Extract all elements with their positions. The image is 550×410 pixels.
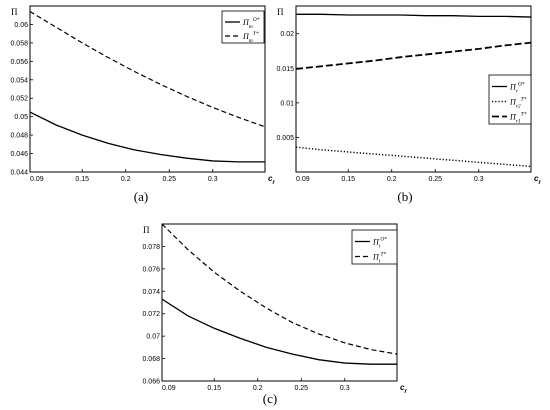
x-tick-label: 0.2 xyxy=(253,385,263,392)
y-tick-label: 0.044 xyxy=(10,170,28,177)
y-axis-label: Π xyxy=(277,7,284,17)
y-tick-label: 0.056 xyxy=(10,59,28,66)
x-tick-label: 0.3 xyxy=(208,176,218,183)
legend: ΠrO*Πr2T*Πr1T* xyxy=(488,74,532,125)
legend-box xyxy=(351,229,398,265)
x-tick-label: 0.15 xyxy=(207,385,221,392)
y-tick-label: 0.07 xyxy=(146,334,160,341)
x-tick-label: 0.25 xyxy=(162,176,176,183)
panel-caption: (b) xyxy=(397,189,412,204)
x-tick-label: 0.3 xyxy=(340,385,350,392)
x-tick-label: 0.15 xyxy=(341,176,355,183)
x-axis-label: cr xyxy=(400,383,407,395)
y-tick-label: 0.066 xyxy=(142,379,160,386)
series-line--m-t- xyxy=(29,11,266,128)
panel-caption: (a) xyxy=(134,189,148,204)
y-tick-label: 0.074 xyxy=(142,289,160,296)
x-tick-label: 0.2 xyxy=(387,176,397,183)
x-tick-label: 0.3 xyxy=(474,176,484,183)
y-tick-label: 0.058 xyxy=(10,40,28,47)
y-tick-label: 0.06 xyxy=(14,22,28,29)
y-tick-label: 0.052 xyxy=(10,96,28,103)
y-tick-label: 0.005 xyxy=(276,135,294,142)
plot-frame xyxy=(29,5,266,173)
plot-frame xyxy=(161,223,398,382)
y-axis-label: Π xyxy=(11,7,18,17)
x-tick-label: 0.25 xyxy=(428,176,442,183)
series-line--r2-t- xyxy=(295,146,532,168)
y-tick-label: 0.01 xyxy=(280,100,294,107)
legend: ΠtO*ΠtT* xyxy=(351,229,398,265)
y-tick-label: 0.078 xyxy=(142,244,160,251)
y-tick-label: 0.068 xyxy=(142,356,160,363)
y-tick-label: 0.054 xyxy=(10,77,28,84)
x-axis-label: cr xyxy=(268,174,275,186)
y-tick-label: 0.015 xyxy=(276,66,294,73)
x-tick-label: 0.09 xyxy=(162,385,176,392)
series-line--r-o- xyxy=(296,13,532,18)
chart-c: 0.09 0.15 0.2 0.25 0.3 0.066 0.068 0.07 0.072 0.0… xyxy=(142,223,407,406)
x-tick-label: 0.09 xyxy=(296,176,310,183)
series-line--m-o- xyxy=(29,111,265,163)
y-tick-label: 0.02 xyxy=(280,31,294,38)
x-tick-label: 0.09 xyxy=(30,176,44,183)
y-tick-label: 0.046 xyxy=(10,151,28,158)
x-tick-label: 0.25 xyxy=(294,385,308,392)
legend-box xyxy=(221,10,265,44)
chart-a: 0.09 0.15 0.2 0.25 0.3 0.044 0.046 0.048 0.05 0.0… xyxy=(10,5,275,204)
legend: ΠmO*ΠmT* xyxy=(221,10,265,44)
series-line--t-t- xyxy=(161,223,398,355)
series-line--r1-t- xyxy=(295,41,532,70)
x-axis-label: cr xyxy=(534,174,541,186)
y-tick-label: 0.05 xyxy=(14,114,28,121)
series-line--t-o- xyxy=(161,298,397,365)
panel-caption: (c) xyxy=(263,391,277,406)
x-tick-label: 0.2 xyxy=(121,176,131,183)
x-tick-label: 0.15 xyxy=(75,176,89,183)
y-axis-label: Π xyxy=(143,225,150,235)
y-tick-label: 0.072 xyxy=(142,311,160,318)
y-tick-label: 0.076 xyxy=(142,266,160,273)
chart-b: 0.09 0.15 0.2 0.25 0.3 0.005 0.01 0.015 0.02 Πcr Π… xyxy=(276,5,541,204)
y-tick-label: 0.048 xyxy=(10,133,28,140)
